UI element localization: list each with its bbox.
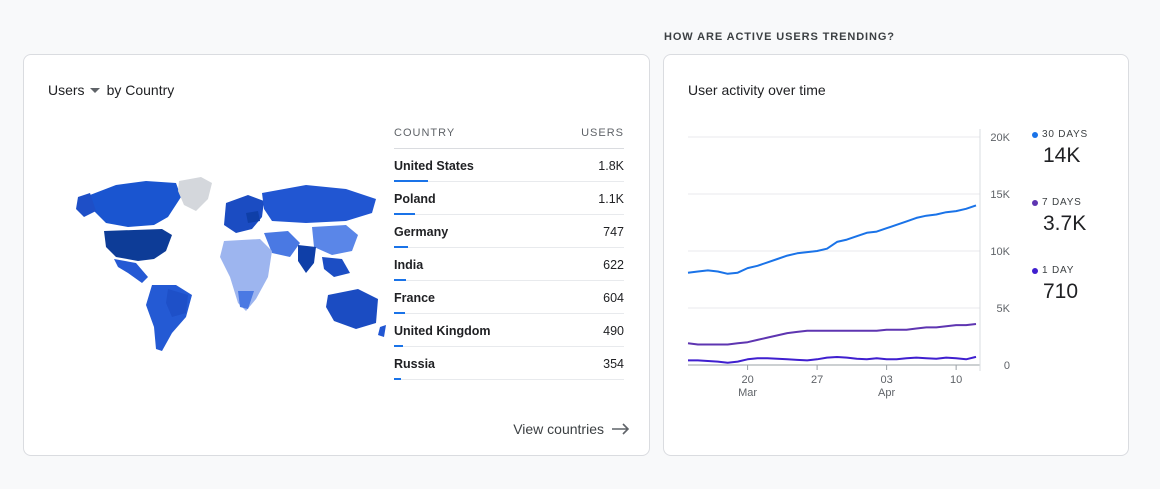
users-by-country-card: Users by Country COUN [23, 54, 650, 456]
country-name: France [394, 291, 435, 305]
users-bar [394, 378, 401, 380]
table-row[interactable]: United States 1.8K [394, 149, 624, 182]
map-region-brazil[interactable] [166, 289, 188, 317]
x-tick-label: 20 [741, 374, 753, 386]
legend-dot [1032, 199, 1038, 206]
users-bar [394, 312, 406, 314]
dimension-dropdown[interactable]: Users [48, 82, 107, 98]
card-title: User activity over time [688, 82, 826, 98]
users-value: 490 [603, 324, 624, 338]
legend-dot [1032, 267, 1038, 274]
legend-label-text: 1 DAY [1042, 265, 1075, 276]
card-title: Users by Country [48, 82, 174, 98]
column-header-country[interactable]: COUNTRY [394, 127, 456, 139]
users-value: 1.1K [598, 192, 624, 206]
users-bar [394, 180, 428, 182]
series-line-1-day[interactable] [688, 355, 977, 364]
y-tick-label: 5K [997, 303, 1011, 315]
legend-label: 7 DAYS [1032, 197, 1086, 208]
legend-value: 710 [1043, 280, 1079, 303]
x-tick-sublabel: Mar [738, 387, 757, 399]
section-label: HOW ARE ACTIVE USERS TRENDING? [664, 31, 895, 43]
table-row[interactable]: France 604 [394, 281, 624, 314]
legend-dot [1032, 131, 1038, 138]
table-header: COUNTRY USERS [394, 127, 624, 149]
legend-label: 30 DAYS [1032, 129, 1088, 140]
legend-item: 30 DAYS 14K [1032, 129, 1088, 168]
country-name: United Kingdom [394, 324, 491, 338]
legend-label-text: 7 DAYS [1042, 197, 1082, 208]
arrow-right-icon [612, 423, 630, 435]
series-line-7-days[interactable] [687, 323, 977, 346]
country-name: Poland [394, 192, 436, 206]
map-region-united-states[interactable] [104, 229, 172, 261]
table-row[interactable]: United Kingdom 490 [394, 314, 624, 347]
table-row[interactable]: India 622 [394, 248, 624, 281]
map-region-poland[interactable] [246, 211, 260, 223]
users-value: 747 [603, 225, 624, 239]
country-name: India [394, 258, 424, 272]
map-region-africa[interactable] [220, 239, 272, 311]
map-region-middle-east[interactable] [264, 231, 300, 257]
map-region-greenland[interactable] [178, 177, 212, 211]
users-value: 1.8K [598, 159, 624, 173]
user-activity-card: User activity over time 0 5K 10K 15K 20K 20 Ma… [663, 54, 1129, 456]
legend-value: 3.7K [1043, 212, 1087, 235]
users-bar [394, 213, 415, 215]
country-name: Germany [394, 225, 449, 239]
series-line-30-days[interactable] [687, 204, 977, 275]
country-name: United States [394, 159, 474, 173]
x-tick-label: 10 [950, 374, 962, 386]
map-region-russia[interactable] [262, 185, 376, 223]
y-tick-label: 10K [990, 246, 1010, 258]
country-name: Russia [394, 357, 435, 371]
y-tick-label: 0 [1004, 360, 1010, 372]
title-suffix: by Country [106, 82, 175, 98]
map-region-new-zealand[interactable] [378, 325, 386, 337]
users-value: 604 [603, 291, 624, 305]
x-tick-label: 03 [880, 374, 892, 386]
table-row[interactable]: Poland 1.1K [394, 182, 624, 215]
map-region-australia[interactable] [326, 289, 378, 329]
map-region-canada[interactable] [90, 181, 181, 227]
y-tick-label: 20K [990, 132, 1010, 144]
map-region-india[interactable] [298, 245, 316, 273]
map-region-southeast-asia[interactable] [322, 257, 350, 277]
y-tick-label: 15K [990, 189, 1010, 201]
x-tick-label: 27 [811, 374, 823, 386]
column-header-users[interactable]: USERS [581, 127, 624, 139]
view-countries-label: View countries [513, 421, 604, 437]
table-row[interactable]: Germany 747 [394, 215, 624, 248]
table-row[interactable]: Russia 354 [394, 347, 624, 380]
caret-down-icon [89, 87, 100, 93]
users-value: 622 [603, 258, 624, 272]
users-bar [394, 279, 406, 281]
legend-value: 14K [1043, 144, 1081, 167]
map-region-alaska[interactable] [76, 193, 96, 217]
legend-item: 7 DAYS 3.7K [1032, 197, 1086, 236]
country-table: COUNTRY USERS United States 1.8K Poland 1.1… [394, 127, 624, 380]
users-bar [394, 246, 409, 248]
map-region-south-africa[interactable] [238, 291, 254, 309]
map-region-europe[interactable] [224, 195, 264, 233]
dimension-label: Users [48, 82, 85, 98]
x-tick-sublabel: Apr [878, 387, 895, 399]
view-countries-link[interactable]: View countries [513, 421, 630, 437]
users-bar [394, 345, 404, 347]
map-region-china[interactable] [312, 225, 358, 255]
legend-item: 1 DAY 710 [1032, 265, 1078, 304]
map-region-mexico[interactable] [114, 259, 148, 283]
users-value: 354 [603, 357, 624, 371]
legend-label: 1 DAY [1032, 265, 1078, 276]
world-map[interactable] [76, 177, 386, 355]
legend-label-text: 30 DAYS [1042, 129, 1088, 140]
